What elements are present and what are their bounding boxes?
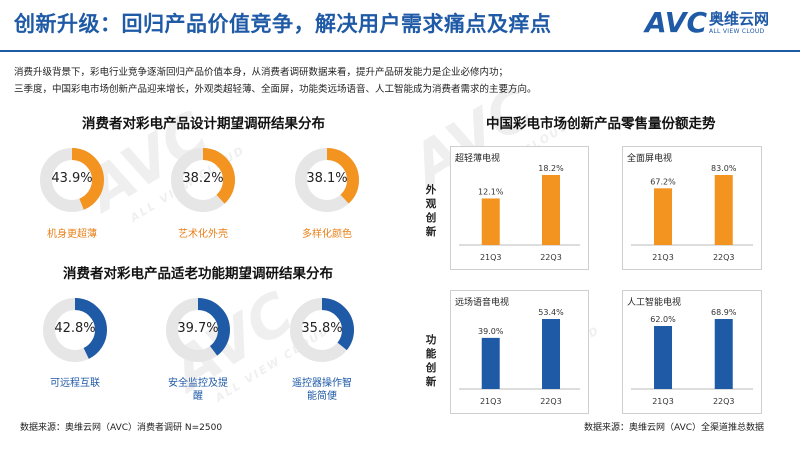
panel-title: 远场语音电视 — [455, 298, 510, 308]
brand-logo: AVC 奥维云网 ALL VIEW CLOUD — [645, 4, 795, 46]
donut-svg — [295, 148, 359, 212]
tick-label: 22Q3 — [713, 253, 735, 262]
footer-source-left: 数据来源：奥维云网（AVC）消费者调研 N=2500 — [20, 423, 223, 433]
donut-arc — [166, 298, 230, 362]
bar-panel-fullscreen: 全面屏电视 67.2% 21Q3 83.0% 22Q3 — [622, 146, 762, 270]
donut-svg — [290, 298, 354, 362]
donut-value: 35.8% — [301, 321, 343, 336]
bar — [654, 326, 673, 389]
data-label: 62.0% — [650, 315, 676, 324]
donut-svg — [43, 298, 107, 362]
row-label-function: 功能创新 — [425, 334, 437, 388]
tick-label: 21Q3 — [480, 397, 502, 406]
tick-label: 22Q3 — [540, 397, 562, 406]
logo-mark: AVC — [645, 6, 707, 39]
bar-panel-voice: 远场语音电视 39.0% 21Q3 53.4% 22Q3 — [450, 290, 589, 414]
donut-svg — [40, 148, 104, 212]
bar-chart-voice: 39.0% 21Q3 53.4% 22Q3 — [459, 308, 580, 406]
header-divider — [0, 50, 800, 52]
donut-value: 38.1% — [306, 171, 348, 186]
bar — [481, 198, 500, 245]
design-chart-title: 消费者对彩电产品设计期望调研结果分布 — [82, 116, 325, 132]
donut-value: 42.8% — [54, 321, 96, 336]
intro-line-2: 三季度，中国彩电市场创新产品迎来增长，外观类超轻薄、全面屏，功能类远场语音、人工… — [14, 84, 537, 95]
donut-value: 39.7% — [177, 321, 219, 336]
function-chart-title: 消费者对彩电产品适老功能期望调研结果分布 — [63, 266, 333, 282]
data-label: 53.4% — [538, 308, 564, 317]
panel-title: 全面屏电视 — [627, 154, 673, 164]
donut-design-2: 38.2% — [170, 147, 236, 213]
data-label: 68.9% — [711, 308, 737, 317]
logo-cn: 奥维云网 — [709, 10, 770, 28]
tick-label: 21Q3 — [652, 253, 674, 262]
donut-arc — [171, 148, 235, 212]
donut-label: 可远程互联 — [50, 378, 100, 389]
donut-label: 多样化颜色 — [302, 229, 352, 240]
bar-panel-ai: 人工智能电视 62.0% 21Q3 68.9% 22Q3 — [622, 290, 762, 414]
bar — [481, 337, 500, 389]
donut-svg — [166, 298, 230, 362]
bar-chart-fullscreen: 67.2% 21Q3 83.0% 22Q3 — [631, 164, 753, 262]
logo-en: ALL VIEW CLOUD — [709, 28, 765, 35]
panel-title: 人工智能电视 — [627, 298, 682, 308]
donut-label: 机身更超薄 — [47, 229, 97, 240]
donut-value: 43.9% — [51, 171, 93, 186]
donut-arc — [43, 298, 107, 362]
bar — [714, 175, 733, 245]
tick-label: 22Q3 — [540, 253, 562, 262]
donut-design-1: 43.9% — [39, 147, 105, 213]
intro-line-1: 消费升级背景下，彩电行业竞争逐渐回归产品价值本身，从消费者调研数据来看，提升产品… — [14, 67, 509, 78]
bar-chart-ultrathin: 12.1% 21Q3 18.2% 22Q3 — [459, 164, 580, 262]
tick-label: 21Q3 — [652, 397, 674, 406]
donut-func-2: 39.7% — [165, 297, 231, 363]
row-label-appearance: 外观创新 — [425, 184, 437, 238]
bar-chart-ai: 62.0% 21Q3 68.9% 22Q3 — [631, 308, 753, 406]
panel-title: 超轻薄电视 — [455, 154, 501, 164]
donut-label: 安全监控及提醒 — [168, 378, 228, 402]
bar — [714, 319, 733, 389]
tick-label: 21Q3 — [480, 253, 502, 262]
footer-source-right: 数据来源：奥维云网（AVC）全渠道推总数据 — [584, 423, 765, 433]
tick-label: 22Q3 — [713, 397, 735, 406]
donut-arc — [290, 298, 354, 362]
donut-arc — [295, 148, 359, 212]
bar — [654, 188, 673, 245]
donut-label: 遥控器操作智能简便 — [292, 378, 352, 402]
bar — [542, 175, 561, 245]
data-label: 12.1% — [478, 187, 504, 196]
data-label: 83.0% — [711, 164, 737, 173]
bar-panel-ultrathin: 超轻薄电视 12.1% 21Q3 18.2% 22Q3 — [450, 146, 589, 270]
donut-arc — [40, 148, 104, 212]
donut-value: 38.2% — [182, 171, 224, 186]
data-label: 18.2% — [538, 164, 564, 173]
donut-label: 艺术化外壳 — [178, 229, 228, 240]
donut-design-3: 38.1% — [294, 147, 360, 213]
donut-svg — [171, 148, 235, 212]
donut-func-1: 42.8% — [42, 297, 108, 363]
data-label: 67.2% — [650, 177, 676, 186]
bar — [542, 319, 561, 389]
page-title: 创新升级：回归产品价值竞争，解决用户需求痛点及痒点 — [14, 12, 552, 36]
data-label: 39.0% — [478, 327, 504, 336]
donut-func-3: 35.8% — [289, 297, 355, 363]
share-trend-title: 中国彩电市场创新产品零售量份额走势 — [486, 116, 716, 132]
